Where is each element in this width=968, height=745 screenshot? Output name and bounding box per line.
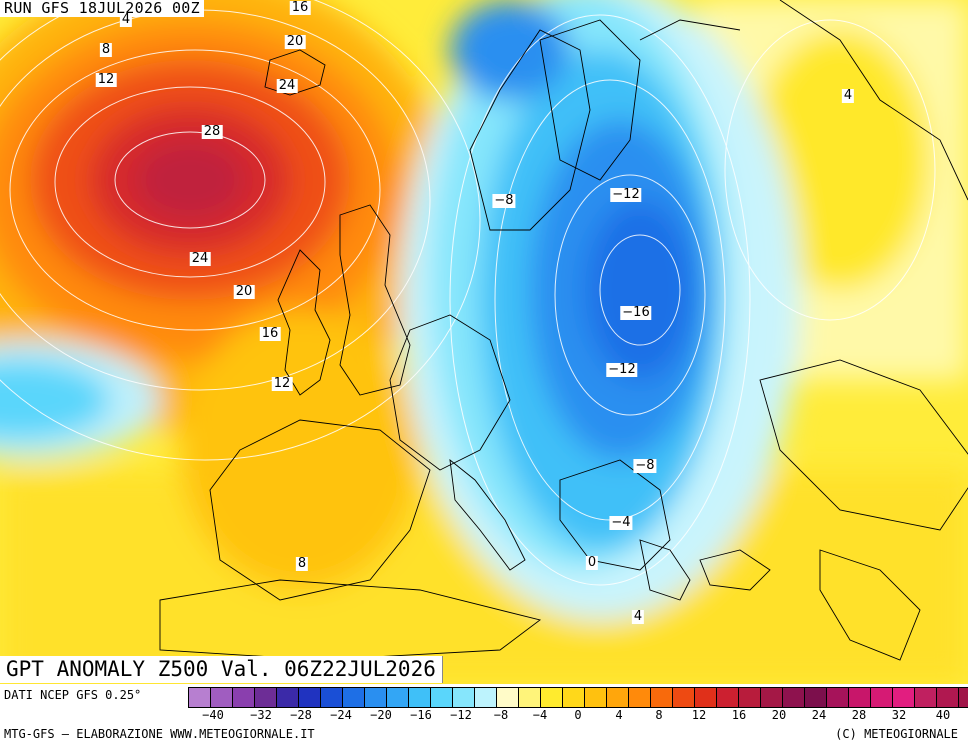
contour-label: 8 <box>99 42 113 57</box>
scale-tick-label: −4 <box>532 708 548 722</box>
scale-swatch <box>739 688 761 707</box>
contour-label: 24 <box>189 251 211 266</box>
contour-label: 4 <box>841 88 855 103</box>
scale-swatch <box>365 688 387 707</box>
scale-tick-label: 40 <box>935 708 951 722</box>
scale-swatch <box>717 688 739 707</box>
scale-tick-label: −28 <box>290 708 312 722</box>
scale-tick-label: 16 <box>731 708 747 722</box>
scale-tick-label: −8 <box>493 708 509 722</box>
scale-swatch <box>651 688 673 707</box>
contour-label: 12 <box>95 72 117 87</box>
scale-swatch <box>431 688 453 707</box>
data-source: DATI NCEP GFS 0.25° <box>4 688 142 702</box>
scale-swatch <box>299 688 321 707</box>
contour-label: 24 <box>276 78 298 93</box>
contour-lines <box>0 0 936 586</box>
contour-label: −4 <box>609 515 633 530</box>
credit-text: MTG-GFS – ELABORAZIONE WWW.METEOGIORNALE… <box>4 727 315 741</box>
scale-swatch <box>497 688 519 707</box>
scale-swatch <box>761 688 783 707</box>
scale-tick-label: 8 <box>655 708 663 722</box>
scale-swatch <box>783 688 805 707</box>
scale-swatch <box>805 688 827 707</box>
contour-label: 0 <box>585 555 599 570</box>
scale-swatch <box>585 688 607 707</box>
scale-tick-label: 24 <box>811 708 827 722</box>
scale-swatch <box>959 688 968 707</box>
scale-tick-label: 28 <box>851 708 867 722</box>
chart-title: GPT ANOMALY Z500 Val. 06Z22JUL2026 <box>0 656 443 683</box>
map-panel: RUN GFS 18JUL2026 00Z 16 4 8 12 20 24 28 24 20 16… <box>0 0 968 684</box>
scale-swatch <box>321 688 343 707</box>
scale-tick-label: 32 <box>891 708 907 722</box>
scale-swatch <box>409 688 431 707</box>
scale-tick-label: 20 <box>771 708 787 722</box>
contour-label: −8 <box>492 193 516 208</box>
contour-label: 16 <box>289 0 311 15</box>
scale-swatch <box>607 688 629 707</box>
scale-swatch <box>255 688 277 707</box>
scale-tick-label: −20 <box>370 708 392 722</box>
scale-swatch <box>189 688 211 707</box>
contour-label: −8 <box>633 458 657 473</box>
contour-label: −12 <box>606 362 638 377</box>
scale-swatch <box>673 688 695 707</box>
color-scale <box>188 687 968 708</box>
contour-label: 28 <box>201 124 223 139</box>
scale-swatch <box>475 688 497 707</box>
scale-swatch <box>519 688 541 707</box>
scale-swatch <box>277 688 299 707</box>
scale-tick-label: 12 <box>691 708 707 722</box>
scale-tick-label: 4 <box>615 708 623 722</box>
anomaly-map <box>0 0 968 684</box>
copyright-text: (C) METEOGIORNALE <box>835 727 958 741</box>
contour-label: −12 <box>610 187 642 202</box>
coastlines <box>159 0 968 661</box>
scale-swatch <box>849 688 871 707</box>
scale-tick-label: 0 <box>574 708 582 722</box>
scale-tick-label: −12 <box>450 708 472 722</box>
contour-label: 4 <box>631 609 645 624</box>
contour-label: −16 <box>620 305 652 320</box>
scale-swatch <box>695 688 717 707</box>
scale-tick-label: −40 <box>202 708 224 722</box>
scale-swatch <box>541 688 563 707</box>
scale-swatch <box>629 688 651 707</box>
contour-label: 20 <box>284 34 306 49</box>
run-label: RUN GFS 18JUL2026 00Z <box>0 0 204 17</box>
footer-panel: DATI NCEP GFS 0.25° −40 −32 −28 −24 −20 −16 −1… <box>0 684 968 745</box>
scale-tick-label: −16 <box>410 708 432 722</box>
contour-label: 8 <box>295 556 309 571</box>
scale-swatch <box>871 688 893 707</box>
scale-swatch <box>387 688 409 707</box>
scale-swatch <box>453 688 475 707</box>
scale-swatch <box>937 688 959 707</box>
scale-swatch <box>827 688 849 707</box>
scale-tick-label: −32 <box>250 708 272 722</box>
scale-tick-label: −24 <box>330 708 352 722</box>
scale-swatch <box>915 688 937 707</box>
color-scale-ticks: −40 −32 −28 −24 −20 −16 −12 −8 −4 0 4 8 12 16 20 24 28 32… <box>188 708 968 724</box>
contour-label: 4 <box>119 12 133 27</box>
scale-swatch <box>893 688 915 707</box>
scale-swatch <box>233 688 255 707</box>
contour-label: 20 <box>233 284 255 299</box>
scale-swatch <box>343 688 365 707</box>
scale-swatch <box>563 688 585 707</box>
contour-label: 16 <box>259 326 281 341</box>
contour-label: 12 <box>271 376 293 391</box>
scale-swatch <box>211 688 233 707</box>
